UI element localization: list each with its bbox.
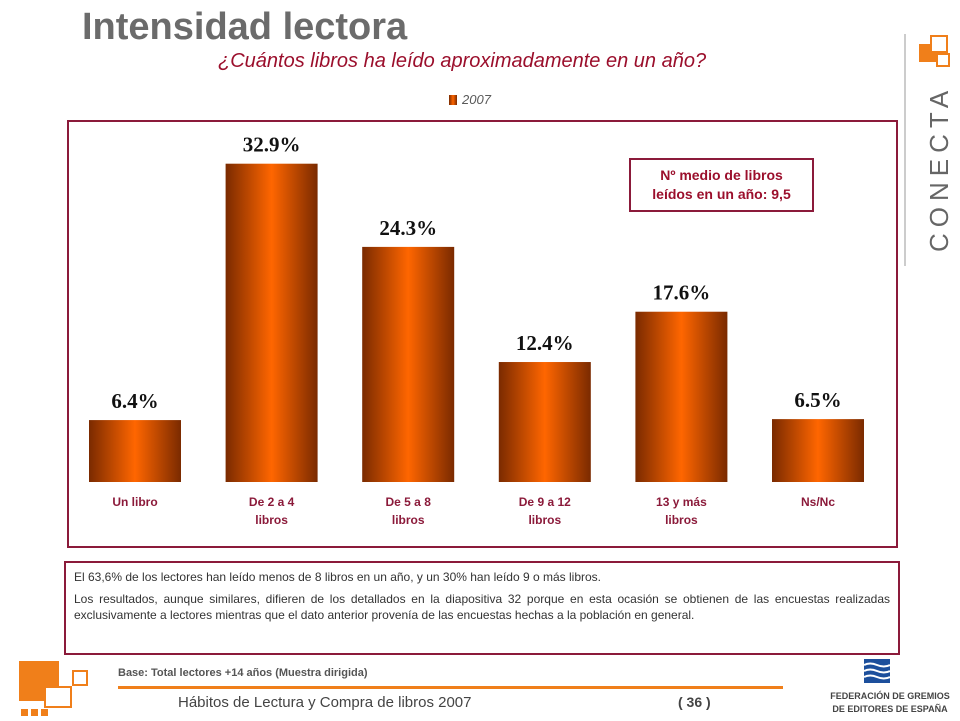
notes-box: El 63,6% de los lectores han leído menos… xyxy=(64,561,900,655)
bar-2 xyxy=(362,246,455,482)
category-label-3: De 9 a 12 libros xyxy=(519,495,571,527)
federation-logo-icon: FEDERACIÓN DE GREMIOS DE EDITORES DE ESP… xyxy=(830,659,950,714)
data-label-3: 12.4% xyxy=(516,331,574,355)
brand-text: CONECTA xyxy=(924,85,954,252)
footer-title: Hábitos de Lectura y Compra de libros 20… xyxy=(178,694,472,711)
data-label-1: 32.9% xyxy=(243,133,301,157)
bar-chart: 6.4% Un libro 32.9% De 2 a 4 libros 24.3% De 5… xyxy=(89,133,864,527)
bar-3 xyxy=(498,362,591,482)
federation-line-1: FEDERACIÓN DE GREMIOS xyxy=(830,690,950,701)
data-label-5: 6.5% xyxy=(794,388,841,412)
note-paragraph-1: El 63,6% de los lectores han leído menos… xyxy=(74,570,601,584)
page-number: ( 36 ) xyxy=(678,694,711,710)
category-label-1: De 2 a 4 libros xyxy=(249,495,295,527)
page-title: Intensidad lectora xyxy=(82,6,408,48)
page-subtitle: ¿Cuántos libros ha leído aproximadamente… xyxy=(218,50,707,72)
federation-line-2: DE EDITORES DE ESPAÑA xyxy=(832,704,948,714)
average-line-1: Nº medio de libros xyxy=(660,167,783,183)
category-label-0: Un libro xyxy=(112,495,157,509)
sample-base: Base: Total lectores +14 años (Muestra d… xyxy=(118,667,368,679)
data-label-0: 6.4% xyxy=(111,389,158,413)
legend-label: 2007 xyxy=(462,92,491,107)
data-label-2: 24.3% xyxy=(379,216,437,240)
legend-swatch xyxy=(449,94,457,105)
note-paragraph-2: Los resultados, aunque similares, difier… xyxy=(74,592,890,622)
average-line-2: leídos en un año: 9,5 xyxy=(652,186,791,202)
average-books-box: Nº medio de libros leídos en un año: 9,5 xyxy=(629,158,814,212)
category-label-5: Ns/Nc xyxy=(801,495,835,509)
bar-4 xyxy=(635,311,728,482)
bar-0 xyxy=(89,420,181,482)
bar-1 xyxy=(225,163,318,482)
data-label-4: 17.6% xyxy=(653,281,711,305)
category-label-2: De 5 a 8 libros xyxy=(386,495,432,527)
conecta-logo-icon: CONECTA xyxy=(904,34,954,266)
chart-legend: 2007 xyxy=(449,92,491,107)
chart-frame xyxy=(67,120,898,548)
bar-5 xyxy=(772,419,864,482)
category-label-4: 13 y más libros xyxy=(656,495,707,527)
footer-divider xyxy=(118,686,783,689)
corner-logo-icon xyxy=(19,661,88,716)
